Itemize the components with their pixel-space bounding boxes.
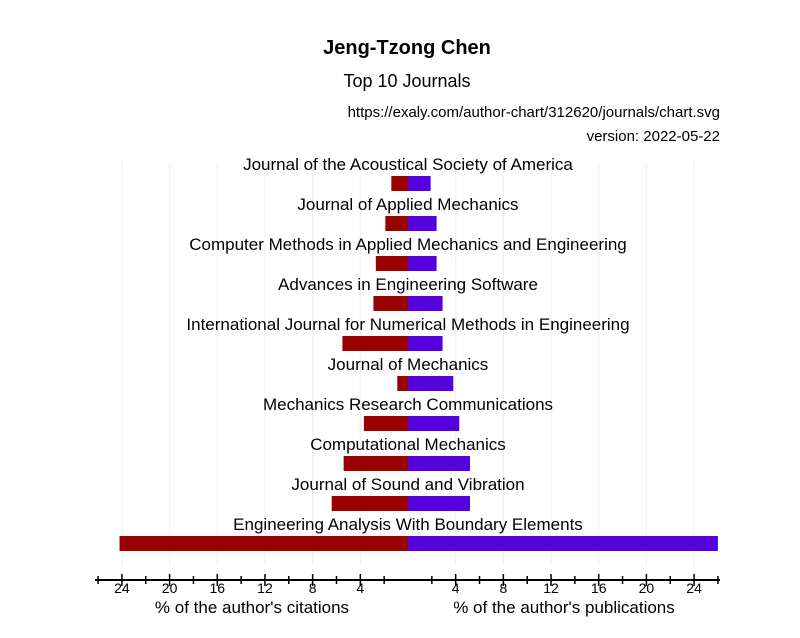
left-tick-label: 24 — [114, 580, 130, 596]
citations-bar — [373, 296, 408, 311]
citations-bar — [343, 456, 408, 471]
publications-bar — [408, 456, 470, 471]
journal-label: Computer Methods in Applied Mechanics an… — [189, 235, 627, 254]
left-tick-label: 16 — [209, 580, 225, 596]
journal-label: Computational Mechanics — [310, 435, 506, 454]
bars-group — [119, 176, 718, 551]
publications-bar — [408, 176, 431, 191]
citations-bar — [375, 256, 408, 271]
citations-bar — [391, 176, 408, 191]
chart-url: https://exaly.com/author-chart/312620/jo… — [348, 104, 720, 121]
publications-bar — [408, 256, 437, 271]
journal-label: International Journal for Numerical Meth… — [186, 315, 629, 334]
chart-version: version: 2022-05-22 — [587, 128, 720, 145]
publications-bar — [408, 296, 443, 311]
publications-bar — [408, 496, 470, 511]
left-tick-label: 4 — [356, 580, 364, 596]
right-tick-label: 24 — [686, 580, 702, 596]
right-tick-label: 12 — [543, 580, 559, 596]
publications-bar — [408, 536, 718, 551]
journal-label: Advances in Engineering Software — [278, 275, 538, 294]
journal-label: Journal of Applied Mechanics — [297, 195, 518, 214]
citations-bar — [119, 536, 408, 551]
right-tick-label: 20 — [639, 580, 655, 596]
journal-label: Journal of Sound and Vibration — [291, 475, 524, 494]
right-tick-label: 4 — [452, 580, 460, 596]
right-tick-label: 16 — [591, 580, 607, 596]
right-tick-label: 8 — [499, 580, 507, 596]
citations-bar — [363, 416, 408, 431]
journal-label: Engineering Analysis With Boundary Eleme… — [233, 515, 583, 534]
publications-bar — [408, 376, 454, 391]
gridlines — [121, 162, 695, 565]
chart-title: Jeng-Tzong Chen — [323, 37, 491, 59]
publications-bar — [408, 216, 437, 231]
chart-subtitle: Top 10 Journals — [343, 71, 470, 91]
x-axis: 4 4 8 8 12 12 16 16 20 20 24 24 — [95, 574, 720, 596]
journal-label: Journal of the Acoustical Society of Ame… — [243, 155, 573, 174]
left-tick-label: 8 — [309, 580, 317, 596]
citations-bar — [397, 376, 408, 391]
x-axis-ticks: 4 4 8 8 12 12 16 16 20 20 24 24 — [97, 574, 719, 596]
citations-bar — [385, 216, 408, 231]
publications-bar — [408, 416, 460, 431]
left-tick-label: 20 — [162, 580, 178, 596]
left-tick-label: 12 — [257, 580, 273, 596]
journal-label: Mechanics Research Communications — [263, 395, 553, 414]
publications-bar — [408, 336, 443, 351]
journal-label: Journal of Mechanics — [328, 355, 489, 374]
journal-labels: Journal of the Acoustical Society of Ame… — [186, 155, 629, 534]
citations-bar — [331, 496, 408, 511]
left-axis-label: % of the author's citations — [155, 598, 349, 617]
right-axis-label: % of the author's publications — [453, 598, 675, 617]
citations-bar — [342, 336, 408, 351]
